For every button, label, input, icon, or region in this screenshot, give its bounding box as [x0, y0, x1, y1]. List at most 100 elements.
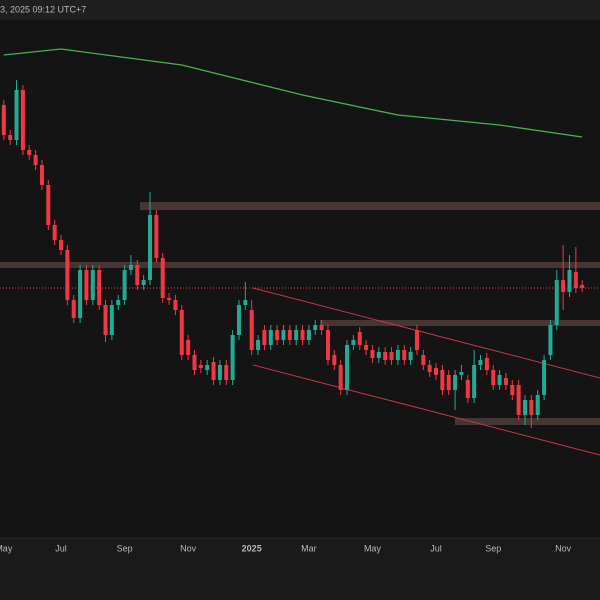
- candle-body: [281, 330, 286, 340]
- candle-body: [103, 305, 108, 335]
- candle-body: [325, 330, 330, 360]
- candle-body: [135, 265, 140, 285]
- candle-body: [364, 345, 369, 350]
- candle-body: [109, 305, 114, 335]
- candle-body: [491, 370, 496, 385]
- candle-body: [345, 345, 350, 390]
- candle-body: [484, 358, 489, 370]
- candle-body: [294, 330, 299, 340]
- candle-body: [408, 352, 413, 360]
- candle-body: [478, 360, 483, 365]
- candle-body: [523, 400, 527, 415]
- candle-body: [78, 270, 83, 318]
- candle-body: [65, 250, 70, 300]
- candle-body: [376, 352, 381, 358]
- x-tick-label: Nov: [555, 543, 572, 553]
- candle-body: [205, 365, 210, 370]
- candle-body: [173, 300, 178, 310]
- candle-body: [179, 310, 184, 355]
- candle-body: [319, 325, 324, 330]
- candle-body: [116, 300, 121, 305]
- candle-body: [402, 350, 407, 360]
- candle-body: [268, 330, 273, 345]
- zone: [0, 262, 600, 268]
- candle-body: [39, 165, 44, 185]
- candle-body: [414, 330, 419, 350]
- candle-body: [262, 330, 267, 345]
- candle-body: [434, 368, 439, 375]
- candle-body: [27, 150, 32, 155]
- candle-body: [357, 332, 362, 345]
- candle-body: [148, 215, 152, 280]
- candle-body: [554, 280, 559, 325]
- top-bar: [0, 0, 600, 20]
- x-tick-label: Mar: [301, 543, 317, 553]
- candle-body: [71, 300, 76, 318]
- candle-body: [529, 400, 534, 415]
- candle-body: [217, 365, 222, 380]
- candle-body: [211, 362, 216, 380]
- candle-body: [243, 300, 248, 305]
- channel-line: [252, 364, 600, 456]
- candle-body: [561, 280, 566, 292]
- candle-body: [186, 340, 191, 355]
- candle-body: [535, 395, 540, 415]
- candle-body: [249, 310, 254, 350]
- candle-body: [472, 365, 477, 398]
- plot: May Jul Sep Nov 2025 Mar May Jul Sep Nov: [0, 48, 585, 553]
- candle-body: [198, 365, 203, 368]
- bottom-bar: [0, 538, 600, 600]
- x-tick-label: Jul: [430, 543, 442, 553]
- candle-body: [542, 360, 547, 395]
- candle-body: [287, 330, 292, 340]
- candle-body: [141, 280, 146, 285]
- candle-body: [548, 325, 553, 355]
- zone: [320, 320, 600, 326]
- candle-body: [8, 135, 13, 140]
- candle-body: [122, 270, 127, 300]
- zone: [455, 418, 600, 425]
- candle-body: [33, 155, 38, 165]
- x-tick-label: 2025: [242, 543, 262, 553]
- candle-body: [160, 258, 165, 298]
- candle-body: [427, 365, 432, 372]
- candle-body: [503, 378, 508, 385]
- x-tick-label: May: [0, 543, 13, 553]
- candle-body: [275, 330, 280, 340]
- candle-body: [14, 90, 19, 140]
- candle-body: [230, 335, 235, 380]
- candle-body: [46, 185, 51, 225]
- candle-body: [256, 340, 261, 350]
- candle-body: [306, 330, 311, 340]
- candle-body: [497, 375, 502, 385]
- candle-body: [97, 270, 102, 305]
- candle-body: [192, 355, 197, 370]
- candle-body: [459, 372, 464, 375]
- candle-body: [370, 350, 375, 358]
- x-tick-label: Sep: [485, 543, 501, 553]
- candle-body: [90, 270, 95, 300]
- x-tick-label: Jul: [55, 543, 67, 553]
- timestamp: 3, 2025 09:12 UTC+7: [0, 4, 86, 14]
- candle-body: [59, 240, 64, 250]
- x-tick-label: Nov: [180, 543, 197, 553]
- candle-body: [580, 285, 585, 288]
- candle-body: [465, 380, 470, 398]
- candle-body: [389, 352, 394, 360]
- candle-body: [154, 215, 159, 258]
- candle-body: [446, 375, 451, 390]
- candle-body: [453, 375, 458, 390]
- candle-body: [567, 270, 572, 292]
- candle-body: [421, 355, 426, 365]
- candle-body: [1, 105, 6, 135]
- candle-body: [52, 225, 57, 240]
- candle-body: [167, 298, 172, 300]
- candle-body: [224, 365, 229, 380]
- candle-body: [20, 90, 25, 150]
- candle-body: [338, 365, 343, 390]
- zone: [140, 202, 600, 210]
- candle-body: [128, 265, 133, 270]
- candle-body: [351, 340, 356, 345]
- candle-body: [236, 305, 241, 335]
